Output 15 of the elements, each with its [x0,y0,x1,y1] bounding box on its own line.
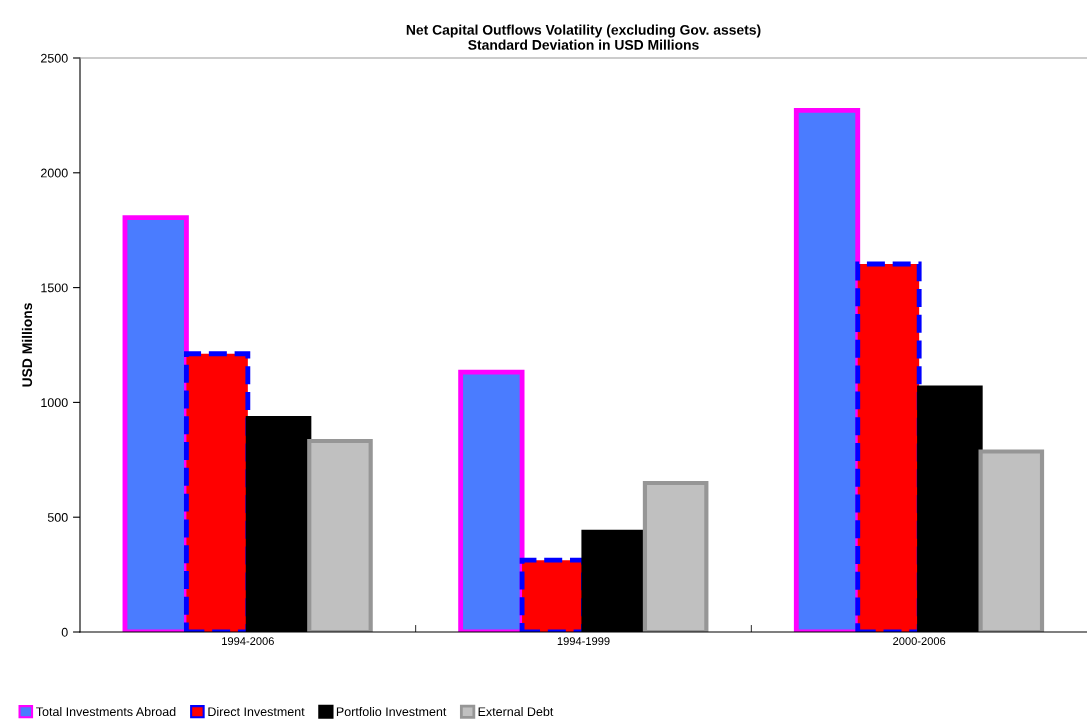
y-tick-label: 1500 [41,283,68,293]
x-tick-label: 2000-2006 [893,637,946,646]
y-tick-label: 0 [61,627,68,637]
chart-title: Net Capital Outflows Volatility (excluding Gov. assets) Standard Deviation in USD Millions [406,24,761,50]
y-tick-label: 2000 [41,168,68,178]
y-tick-label: 2500 [41,53,68,63]
legend-label: Direct Investment [208,706,305,717]
x-tick-label: 1994-1999 [557,637,610,646]
y-axis-title: USD Millions [21,303,33,387]
y-tick-label: 1000 [41,398,68,408]
y-tick-label: 500 [47,513,68,522]
x-tick-label: 1994-2006 [222,637,274,646]
legend-label: Total Investments Abroad [36,706,176,717]
legend-label: Portfolio Investment [336,706,447,717]
legend-label: External Debt [478,706,554,717]
